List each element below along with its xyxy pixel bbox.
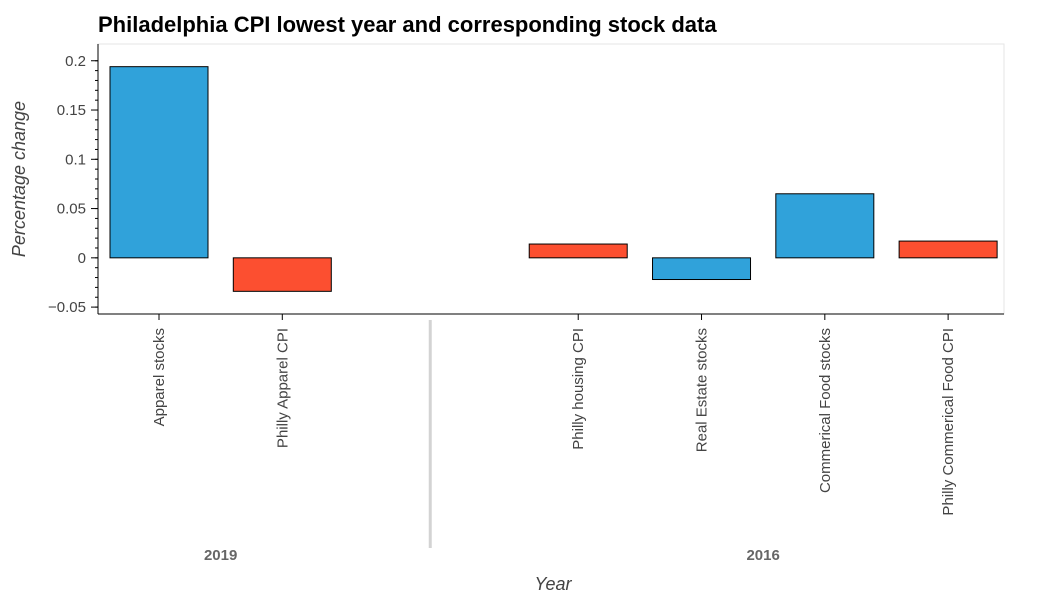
x-axis: Apparel stocks Philly Apparel CPI Philly h… xyxy=(98,313,1004,564)
x-group-label: 2019 xyxy=(204,547,237,564)
bars-layer xyxy=(109,66,998,292)
x-category-label: Philly Apparel CPI xyxy=(274,328,291,448)
y-tick-label: 0.2 xyxy=(65,53,86,70)
y-axis: −0.05 0 0.05 0.1 0.15 0.2 xyxy=(48,44,99,316)
bar-philly-housing-cpi xyxy=(528,243,628,259)
bar-philly-commerical-food-cpi xyxy=(898,240,998,259)
x-group-label: 2016 xyxy=(746,547,779,564)
x-category-label: Real Estate stocks xyxy=(694,328,711,452)
bar-philly-apparel-cpi xyxy=(232,257,332,292)
bar-commerical-food-stocks xyxy=(775,193,875,259)
y-tick-label: −0.05 xyxy=(48,299,86,316)
y-axis-label: Percentage change xyxy=(9,101,29,257)
x-category-label: Philly Commerical Food CPI xyxy=(940,328,957,516)
chart-title: Philadelphia CPI lowest year and corresp… xyxy=(98,12,717,37)
y-tick-label: 0.15 xyxy=(57,102,86,119)
x-axis-label: Year xyxy=(534,574,572,594)
y-tick-label: 0.05 xyxy=(57,201,86,218)
bar-apparel-stocks xyxy=(109,66,209,259)
y-tick-label: 0.1 xyxy=(65,151,86,168)
x-category-label: Philly housing CPI xyxy=(570,328,587,450)
y-tick-label: 0 xyxy=(78,250,86,267)
bar-real-estate-stocks xyxy=(652,257,752,281)
x-category-label: Commerical Food stocks xyxy=(817,328,834,493)
x-category-label: Apparel stocks xyxy=(151,328,168,426)
